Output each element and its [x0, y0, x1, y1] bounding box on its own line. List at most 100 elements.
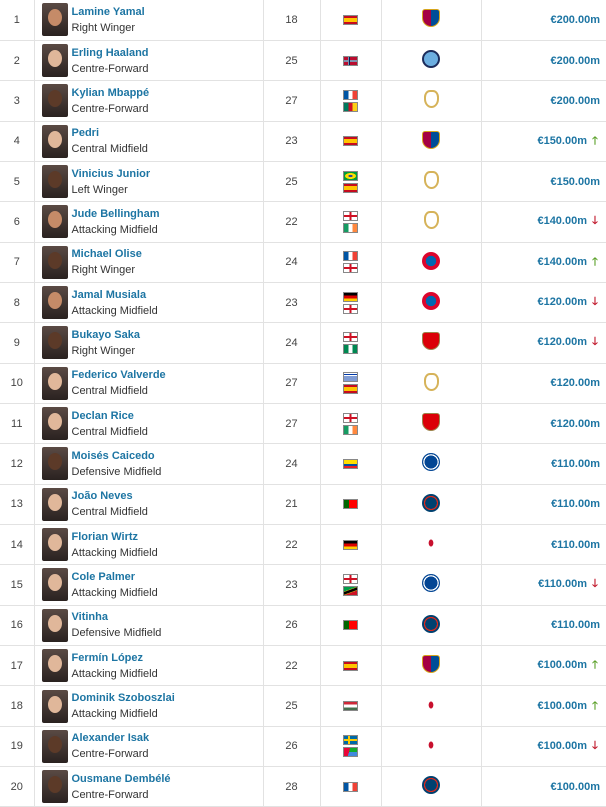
player-cell: Declan Rice Central Midfield [35, 407, 263, 441]
market-value-link[interactable]: €120.00m [537, 336, 587, 349]
player-photo[interactable] [41, 528, 68, 562]
market-value-link[interactable]: €110.00m [538, 578, 587, 591]
market-value-link[interactable]: €110.00m [551, 538, 600, 551]
market-value-link[interactable]: €150.00m [550, 175, 600, 188]
market-value-link[interactable]: €110.00m [551, 498, 600, 511]
player-name-link[interactable]: Pedri [71, 127, 100, 140]
age: 24 [263, 322, 321, 364]
player-position: Attacking Midfield [71, 546, 158, 559]
player-photo[interactable] [41, 3, 68, 37]
rank: 3 [0, 80, 35, 122]
player-name-link[interactable]: Erling Haaland [71, 46, 149, 59]
club-barca-icon[interactable] [422, 9, 440, 28]
market-value-link[interactable]: €100.00m [550, 780, 600, 793]
player-name-link[interactable]: Declan Rice [71, 409, 134, 422]
player-name-link[interactable]: Florian Wirtz [71, 530, 139, 543]
market-value-link[interactable]: €100.00m [537, 739, 587, 752]
rank: 18 [0, 685, 35, 727]
table-row: 20 Ousmane Dembélé Centre-Forward 28 €10… [0, 766, 606, 807]
player-photo[interactable] [41, 729, 68, 763]
market-value-link[interactable]: €200.00m [550, 13, 600, 26]
player-name-link[interactable]: Federico Valverde [71, 369, 166, 382]
club-real-icon[interactable] [423, 211, 439, 230]
market-value-link[interactable]: €120.00m [550, 417, 600, 430]
player-photo[interactable] [41, 326, 68, 360]
market-value-link[interactable]: €140.00m [537, 255, 587, 268]
player-name-link[interactable]: Kylian Mbappé [71, 86, 150, 99]
player-photo[interactable] [41, 649, 68, 683]
player-name-link[interactable]: Fermín López [71, 651, 144, 664]
player-photo[interactable] [41, 447, 68, 481]
age: 22 [263, 645, 321, 687]
club-real-icon[interactable] [423, 372, 439, 391]
player-name-link[interactable]: Dominik Szoboszlai [71, 692, 175, 705]
player-name-link[interactable]: Jude Bellingham [71, 207, 160, 220]
club-psg-icon[interactable] [422, 493, 440, 512]
player-photo[interactable] [41, 124, 68, 158]
club-liv-icon[interactable] [425, 735, 437, 754]
club-liv-icon[interactable] [425, 534, 437, 553]
player-name-link[interactable]: Ousmane Dembélé [71, 772, 171, 785]
market-value-link[interactable]: €120.00m [550, 377, 600, 390]
club-arsenal-icon[interactable] [422, 332, 440, 351]
market-value-link[interactable]: €110.00m [551, 457, 600, 470]
club-chelsea-icon[interactable] [422, 574, 440, 593]
club-bayern-icon[interactable] [422, 251, 440, 270]
player-name-link[interactable]: Jamal Musiala [71, 288, 147, 301]
player-photo[interactable] [41, 245, 68, 279]
club-barca-icon[interactable] [422, 130, 440, 149]
rank: 9 [0, 322, 35, 364]
flag-hu-icon [343, 701, 358, 712]
club-chelsea-icon[interactable] [422, 453, 440, 472]
club-barca-icon[interactable] [422, 655, 440, 674]
player-photo[interactable] [41, 487, 68, 521]
trend-down-icon: 🡓 [592, 296, 598, 309]
market-value-link[interactable]: €200.00m [550, 54, 600, 67]
player-name-link[interactable]: Cole Palmer [71, 570, 136, 583]
club-psg-icon[interactable] [422, 776, 440, 795]
trend-up-icon: 🡑 [592, 255, 598, 268]
player-photo[interactable] [41, 165, 68, 199]
player-photo[interactable] [41, 44, 68, 78]
club-psg-icon[interactable] [422, 614, 440, 633]
club-real-icon[interactable] [423, 171, 439, 190]
club-city-icon[interactable] [422, 50, 440, 69]
player-photo[interactable] [41, 608, 68, 642]
table-row: 18 Dominik Szoboszlai Attacking Midfield… [0, 685, 606, 727]
nationality-cell [320, 685, 382, 727]
table-row: 15 Cole Palmer Attacking Midfield 23 €11… [0, 564, 606, 606]
player-name-link[interactable]: Lamine Yamal [71, 5, 145, 18]
club-real-icon[interactable] [423, 90, 439, 109]
player-name-link[interactable]: Vitinha [71, 611, 108, 624]
market-value-link[interactable]: €120.00m [537, 296, 587, 309]
club-bayern-icon[interactable] [422, 292, 440, 311]
club-liv-icon[interactable] [425, 695, 437, 714]
player-photo[interactable] [41, 689, 68, 723]
market-value-link[interactable]: €150.00m [537, 134, 587, 147]
player-name-link[interactable]: Michael Olise [71, 248, 142, 261]
player-name-link[interactable]: Moisés Caicedo [71, 449, 155, 462]
flag-pt-icon [343, 499, 358, 510]
player-name-link[interactable]: Bukayo Saka [71, 328, 140, 341]
player-name-link[interactable]: Alexander Isak [71, 732, 150, 745]
age: 18 [263, 0, 321, 41]
player-name-link[interactable]: João Neves [71, 490, 133, 503]
player-photo[interactable] [41, 407, 68, 441]
club-arsenal-icon[interactable] [422, 413, 440, 432]
flag-fr-icon [343, 781, 358, 792]
player-photo[interactable] [41, 366, 68, 400]
player-photo[interactable] [41, 568, 68, 602]
player-photo[interactable] [41, 205, 68, 239]
player-photo[interactable] [41, 84, 68, 118]
market-value-link[interactable]: €100.00m [537, 699, 587, 712]
player-photo[interactable] [41, 286, 68, 320]
rank: 6 [0, 201, 35, 243]
market-value-link[interactable]: €200.00m [550, 94, 600, 107]
market-value-link[interactable]: €100.00m [537, 659, 587, 672]
table-row: 1 Lamine Yamal Right Winger 18 €200.00m [0, 0, 606, 41]
player-name-link[interactable]: Vinicius Junior [71, 167, 151, 180]
age: 26 [263, 605, 321, 647]
market-value-link[interactable]: €110.00m [551, 619, 600, 632]
market-value-link[interactable]: €140.00m [537, 215, 587, 228]
player-photo[interactable] [41, 770, 68, 804]
